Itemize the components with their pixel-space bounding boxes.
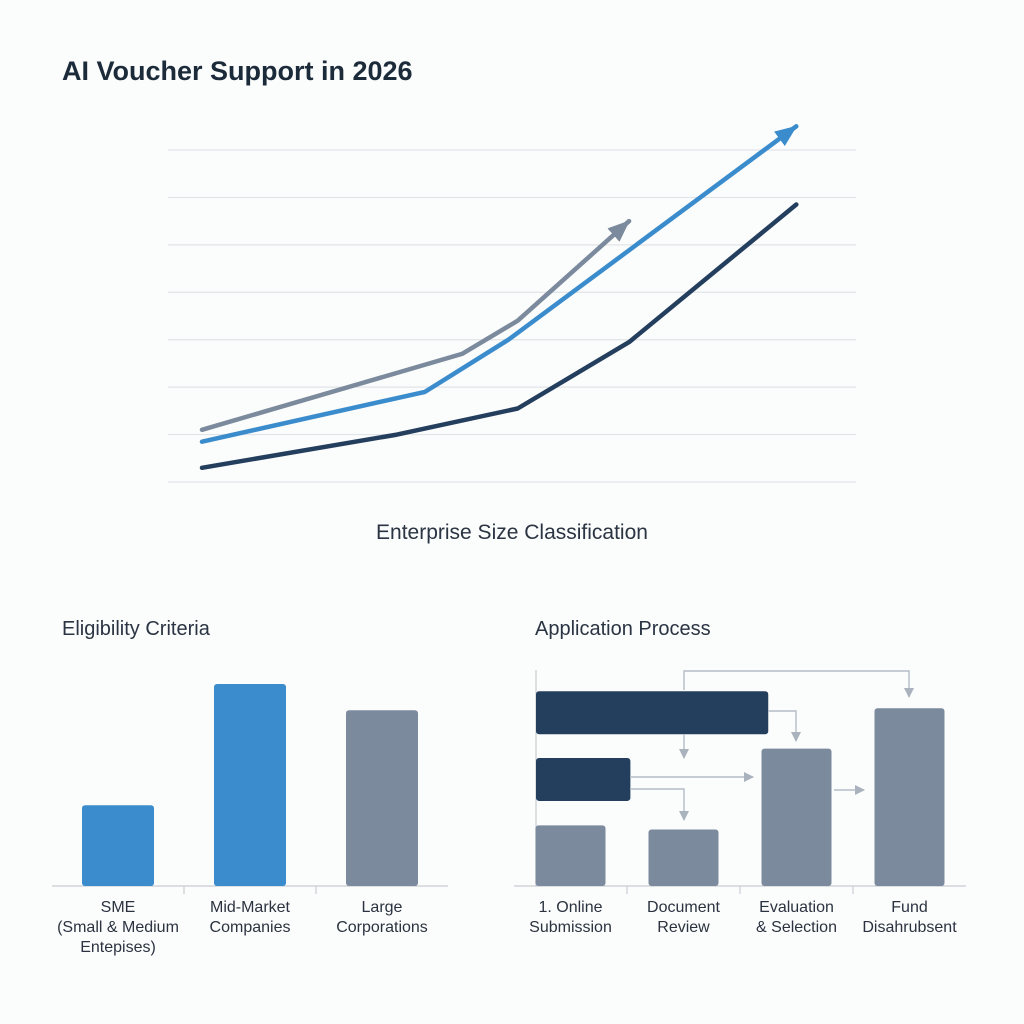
eligibility-bar-2 <box>214 684 286 886</box>
eligibility-tick-label-2: Mid-Market Companies <box>210 899 291 936</box>
application-bar-3 <box>761 748 832 886</box>
application-tick-label-3: Evaluation & Selection <box>756 899 837 936</box>
application-tick-label-1: 1. Online Submission <box>529 899 612 936</box>
line-series-1 <box>199 218 632 433</box>
application-bar-1 <box>535 825 606 886</box>
application-tick-label-2: Document Review <box>647 899 720 936</box>
flow-connector-1 <box>683 670 914 698</box>
application-hbar-2 <box>536 757 631 801</box>
line-chart-x-axis-label: Enterprise Size Classification <box>376 521 648 544</box>
application-tick-label-4: Fund Disahrubsent <box>862 899 957 936</box>
application-bar-4 <box>874 708 945 886</box>
application-hbar-1 <box>536 691 769 735</box>
line-series-3 <box>199 202 799 471</box>
flow-connector-5 <box>630 788 689 821</box>
eligibility-bar-3 <box>346 710 418 886</box>
eligibility-bar-1 <box>82 805 154 886</box>
application-chart-title: Application Process <box>535 618 711 640</box>
line-series-2 <box>199 124 799 444</box>
eligibility-chart-title: Eligibility Criteria <box>62 618 210 640</box>
page-title: AI Voucher Support in 2026 <box>62 56 413 86</box>
application-bar-2 <box>648 829 719 886</box>
eligibility-tick-label-1: SME (Small & Medium Entepises) <box>57 899 179 956</box>
eligibility-tick-label-3: Large Corporations <box>336 899 428 936</box>
flow-connector-2 <box>768 710 801 742</box>
